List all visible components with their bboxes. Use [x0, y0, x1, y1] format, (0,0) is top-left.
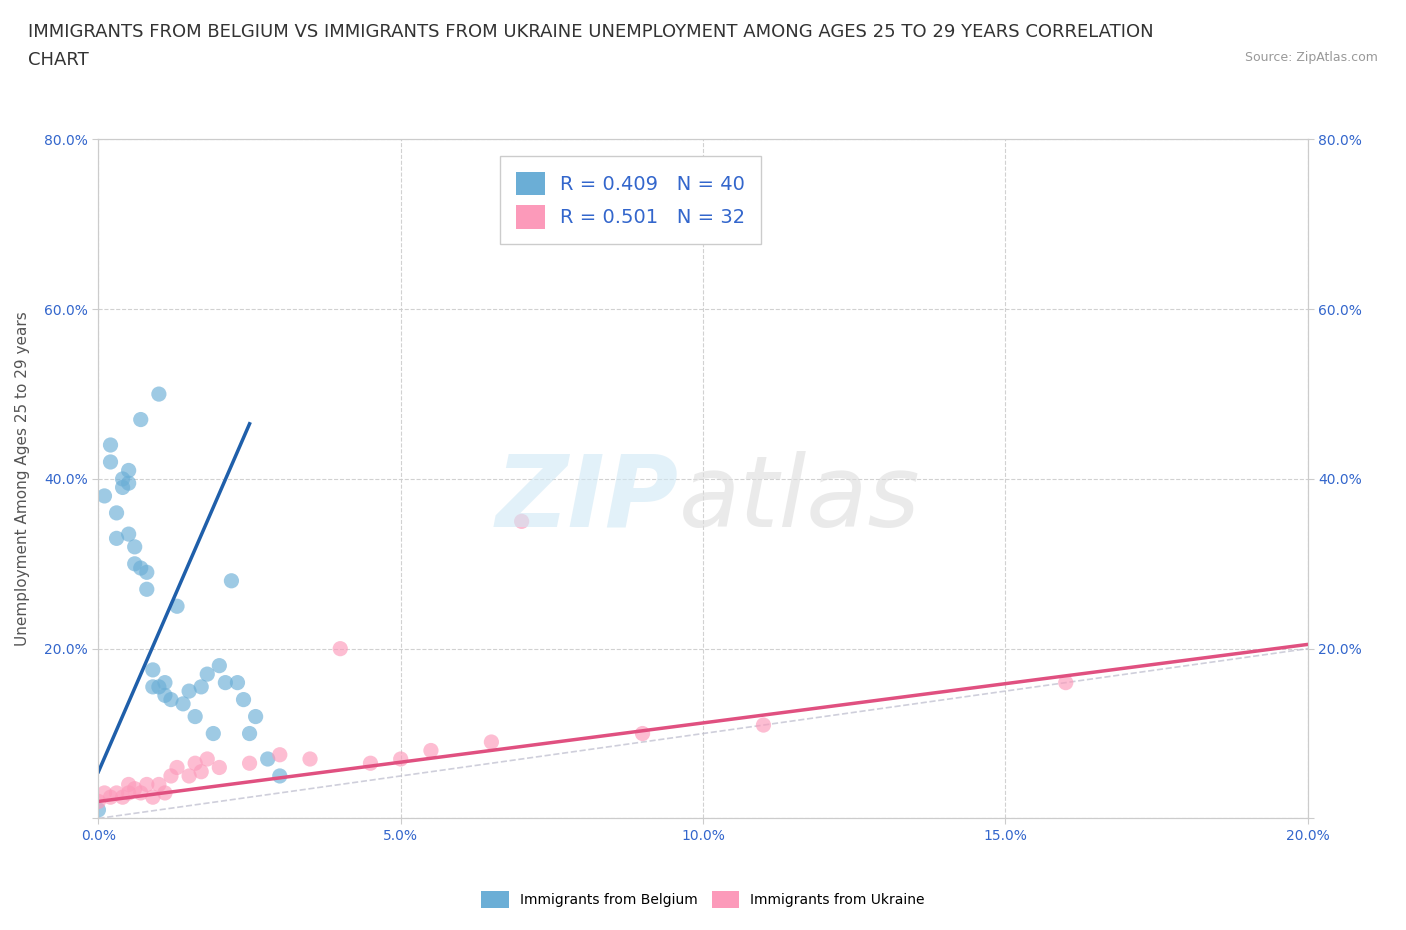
Point: [148, 777, 170, 792]
Point: [179, 684, 201, 698]
Point: [208, 760, 231, 775]
Point: [510, 514, 533, 529]
Point: [202, 726, 225, 741]
Point: [93, 488, 115, 503]
Legend: R = 0.409   N = 40, R = 0.501   N = 32: R = 0.409 N = 40, R = 0.501 N = 32: [501, 156, 761, 245]
Point: [124, 556, 146, 571]
Point: [245, 710, 267, 724]
Point: [232, 692, 254, 707]
Point: [160, 768, 183, 783]
Point: [631, 726, 654, 741]
Point: [420, 743, 443, 758]
Point: [87, 803, 110, 817]
Point: [142, 790, 165, 804]
Point: [184, 710, 207, 724]
Text: Source: ZipAtlas.com: Source: ZipAtlas.com: [1244, 51, 1378, 64]
Point: [153, 675, 176, 690]
Point: [214, 675, 236, 690]
Point: [329, 642, 352, 657]
Point: [256, 751, 278, 766]
Point: [184, 756, 207, 771]
Point: [148, 387, 170, 402]
Point: [142, 680, 165, 695]
Text: CHART: CHART: [28, 51, 89, 69]
Point: [105, 506, 128, 521]
Point: [190, 680, 212, 695]
Point: [752, 718, 775, 733]
Point: [129, 786, 152, 801]
Point: [87, 794, 110, 809]
Point: [105, 786, 128, 801]
Point: [118, 786, 141, 801]
Point: [239, 756, 262, 771]
Point: [124, 539, 146, 554]
Point: [221, 573, 243, 589]
Point: [129, 561, 152, 576]
Y-axis label: Unemployment Among Ages 25 to 29 years: Unemployment Among Ages 25 to 29 years: [15, 312, 31, 646]
Point: [153, 688, 176, 703]
Point: [118, 526, 141, 541]
Point: [208, 658, 231, 673]
Point: [124, 781, 146, 796]
Point: [105, 531, 128, 546]
Point: [100, 790, 122, 804]
Point: [166, 599, 188, 614]
Point: [172, 697, 194, 711]
Point: [118, 777, 141, 792]
Point: [299, 751, 322, 766]
Point: [135, 582, 157, 597]
Point: [239, 726, 262, 741]
Point: [129, 412, 152, 427]
Point: [389, 751, 412, 766]
Point: [111, 472, 134, 486]
Point: [135, 565, 157, 579]
Legend: Immigrants from Belgium, Immigrants from Ukraine: Immigrants from Belgium, Immigrants from…: [475, 885, 931, 914]
Point: [1054, 675, 1077, 690]
Point: [100, 455, 122, 470]
Point: [481, 735, 503, 750]
Point: [269, 748, 291, 763]
Point: [179, 768, 201, 783]
Point: [93, 786, 115, 801]
Point: [111, 480, 134, 495]
Point: [166, 760, 188, 775]
Point: [190, 764, 212, 779]
Point: [148, 680, 170, 695]
Point: [195, 667, 218, 682]
Text: ZIP: ZIP: [496, 451, 679, 548]
Text: IMMIGRANTS FROM BELGIUM VS IMMIGRANTS FROM UKRAINE UNEMPLOYMENT AMONG AGES 25 TO: IMMIGRANTS FROM BELGIUM VS IMMIGRANTS FR…: [28, 23, 1154, 41]
Point: [153, 786, 176, 801]
Point: [111, 790, 134, 804]
Point: [118, 476, 141, 491]
Point: [160, 692, 183, 707]
Text: atlas: atlas: [679, 451, 921, 548]
Point: [195, 751, 218, 766]
Point: [135, 777, 157, 792]
Point: [142, 662, 165, 677]
Point: [118, 463, 141, 478]
Point: [100, 438, 122, 453]
Point: [269, 768, 291, 783]
Point: [360, 756, 382, 771]
Point: [226, 675, 249, 690]
